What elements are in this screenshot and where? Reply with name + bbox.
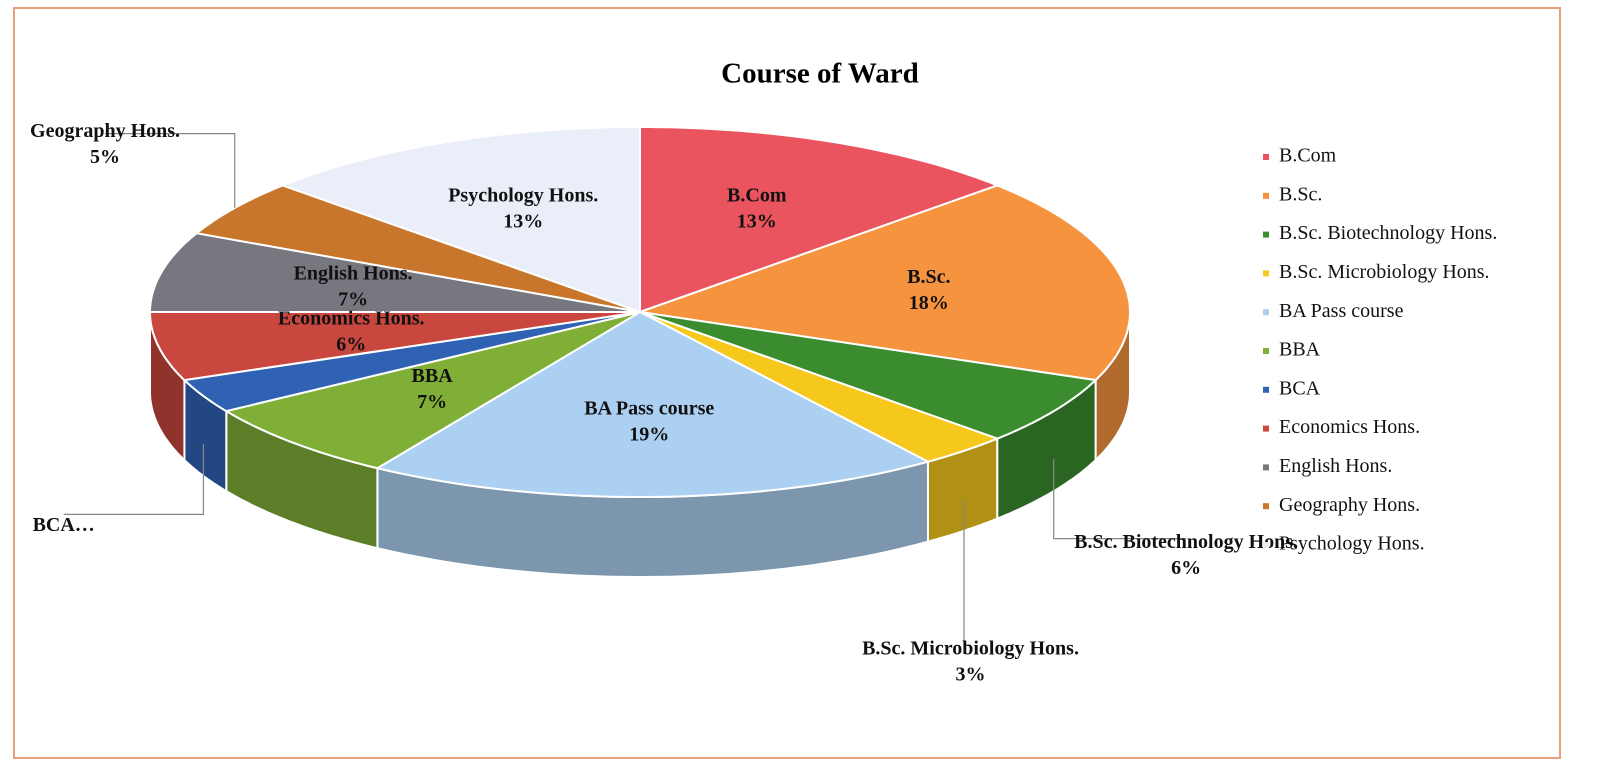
legend-label: BA Pass course [1279,300,1404,322]
legend-swatch [1263,386,1269,393]
legend-label: B.Sc. [1279,183,1322,205]
legend-swatch [1263,192,1269,199]
legend-label: Geography Hons. [1279,494,1420,516]
slice [639,311,1098,440]
legend-swatch [1263,154,1269,160]
legend-swatch [1263,464,1269,471]
leader-line [963,498,971,646]
data-label: Economics Hons. [278,307,425,329]
slice [149,311,641,382]
data-label: 18% [909,292,949,314]
legend-label: B.Sc. Biotechnology Hons. [1279,222,1497,244]
data-label: 5% [90,146,120,168]
legend-swatch [1263,231,1269,238]
data-label: 13% [503,211,543,233]
data-label: 6% [1171,557,1201,579]
legend-label: B.Sc. Microbiology Hons. [1279,261,1490,283]
leader-line [63,443,205,515]
data-label: English Hons. [294,262,413,284]
legend-swatch [1263,503,1269,510]
slice [182,311,641,413]
slice [279,126,641,314]
data-label: Geography Hons. [30,120,180,142]
legend-label: BCA [1279,377,1321,399]
legend-label: Economics Hons. [1279,416,1420,438]
legend-swatch [1263,309,1269,316]
slice [149,232,641,313]
data-label: BCA… [33,514,95,536]
data-label: 13% [737,211,777,233]
slice [639,311,1000,463]
data-label: B.Sc. Microbiology Hons. [862,638,1079,660]
data-label: BA Pass course [584,398,714,420]
data-label: 7% [417,391,447,413]
slice [223,311,641,470]
data-label: B.Sc. [907,266,950,288]
leader-line [105,133,236,209]
legend-label: Psychology Hons. [1279,533,1425,555]
legend-label: English Hons. [1279,455,1392,477]
slice [639,184,1132,382]
slice [374,310,931,499]
data-label: 3% [956,664,986,686]
data-label: B.Sc. Biotechnology Hons. [1074,531,1298,553]
legend-label: BBA [1279,339,1321,361]
data-label: 7% [338,288,368,310]
legend-swatch [1263,348,1269,354]
data-label: 6% [336,333,366,355]
leader-line [1053,459,1187,540]
data-label: B.Com [727,185,787,207]
chart-title: Course of Ward [721,58,919,90]
legend-label: B.Com [1279,145,1337,167]
data-label: BBA [412,365,454,387]
legend-swatch [1263,542,1269,548]
data-label: Psychology Hons. [448,185,598,207]
data-label: 19% [629,424,669,446]
slice [639,126,1001,314]
legend-swatch [1263,270,1269,277]
legend-swatch [1263,425,1269,432]
